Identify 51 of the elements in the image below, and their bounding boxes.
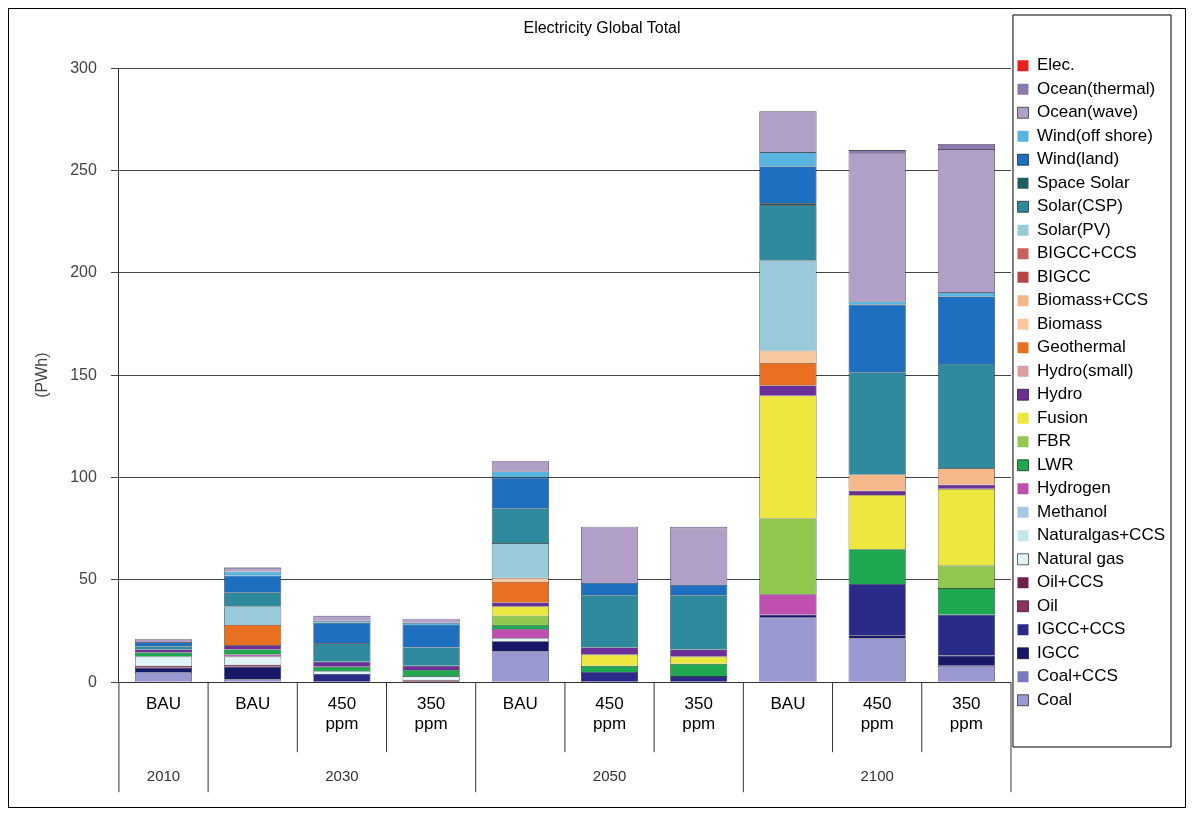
- legend-label: BIGCC: [1036, 266, 1091, 286]
- text: 2030: [325, 767, 359, 785]
- legend-label: IGCC: [1036, 642, 1080, 662]
- text: 2050: [592, 767, 627, 785]
- legend-label: Solar(PV): [1036, 219, 1111, 239]
- legend-label: Geothermal: [1036, 337, 1126, 357]
- legend-label: Space Solar: [1036, 172, 1130, 192]
- legend-label: LWR: [1036, 454, 1074, 474]
- legend-label: Hydrogen: [1036, 478, 1111, 498]
- x-tick-label: 350 ppm: [949, 694, 983, 734]
- legend-label: Biomass: [1036, 313, 1103, 333]
- x-tick-label: 450 ppm: [593, 694, 627, 734]
- legend-label: Elec.: [1036, 55, 1075, 75]
- text: 2010: [146, 767, 181, 785]
- x-tick-label: BAU: [502, 694, 538, 714]
- y-tick-label: 300: [70, 58, 97, 76]
- legend-label: Oil+CCS: [1036, 572, 1104, 592]
- x-tick-label: BAU: [146, 694, 181, 714]
- x-tick-label: 350 ppm: [682, 694, 716, 734]
- y-tick-label: 250: [70, 160, 97, 178]
- x-tick-label: 450 ppm: [325, 694, 359, 734]
- y-tick-label: 200: [70, 263, 97, 281]
- y-axis-title: (PWh): [33, 352, 51, 398]
- x-tick-label: BAU: [235, 694, 271, 714]
- legend-label: Wind(land): [1036, 149, 1120, 169]
- legend-label: Methanol: [1036, 501, 1107, 521]
- legend-label: Natural gas: [1036, 548, 1124, 568]
- x-tick-label: BAU: [770, 694, 806, 714]
- y-tick-label: 0: [87, 672, 97, 690]
- legend-label: Coal+CCS: [1036, 666, 1118, 686]
- text: 2100: [860, 767, 894, 785]
- y-tick-label: 150: [70, 365, 97, 383]
- legend-label: Coal: [1036, 689, 1072, 709]
- legend-label: Hydro: [1036, 384, 1083, 404]
- x-tick-label: 450 ppm: [860, 694, 894, 734]
- legend-label: Wind(off shore): [1036, 125, 1153, 145]
- legend-label: Fusion: [1036, 407, 1088, 427]
- y-tick-label: 100: [70, 467, 97, 485]
- legend-label: Oil: [1036, 595, 1058, 615]
- chart-title: Electricity Global Total: [523, 19, 681, 37]
- legend-label: BIGCC+CCS: [1036, 243, 1137, 263]
- legend-label: Naturalgas+CCS: [1036, 525, 1165, 545]
- legend-label: Ocean(wave): [1036, 102, 1139, 122]
- y-tick-label: 50: [79, 570, 97, 588]
- legend-label: FBR: [1036, 431, 1071, 451]
- legend-label: Hydro(small): [1036, 360, 1134, 380]
- legend-label: Biomass+CCS: [1036, 290, 1148, 310]
- legend-label: Ocean(thermal): [1036, 78, 1156, 98]
- legend-label: Solar(CSP): [1036, 196, 1123, 216]
- x-tick-label: 350 ppm: [414, 694, 448, 734]
- legend-label: IGCC+CCS: [1036, 619, 1126, 639]
